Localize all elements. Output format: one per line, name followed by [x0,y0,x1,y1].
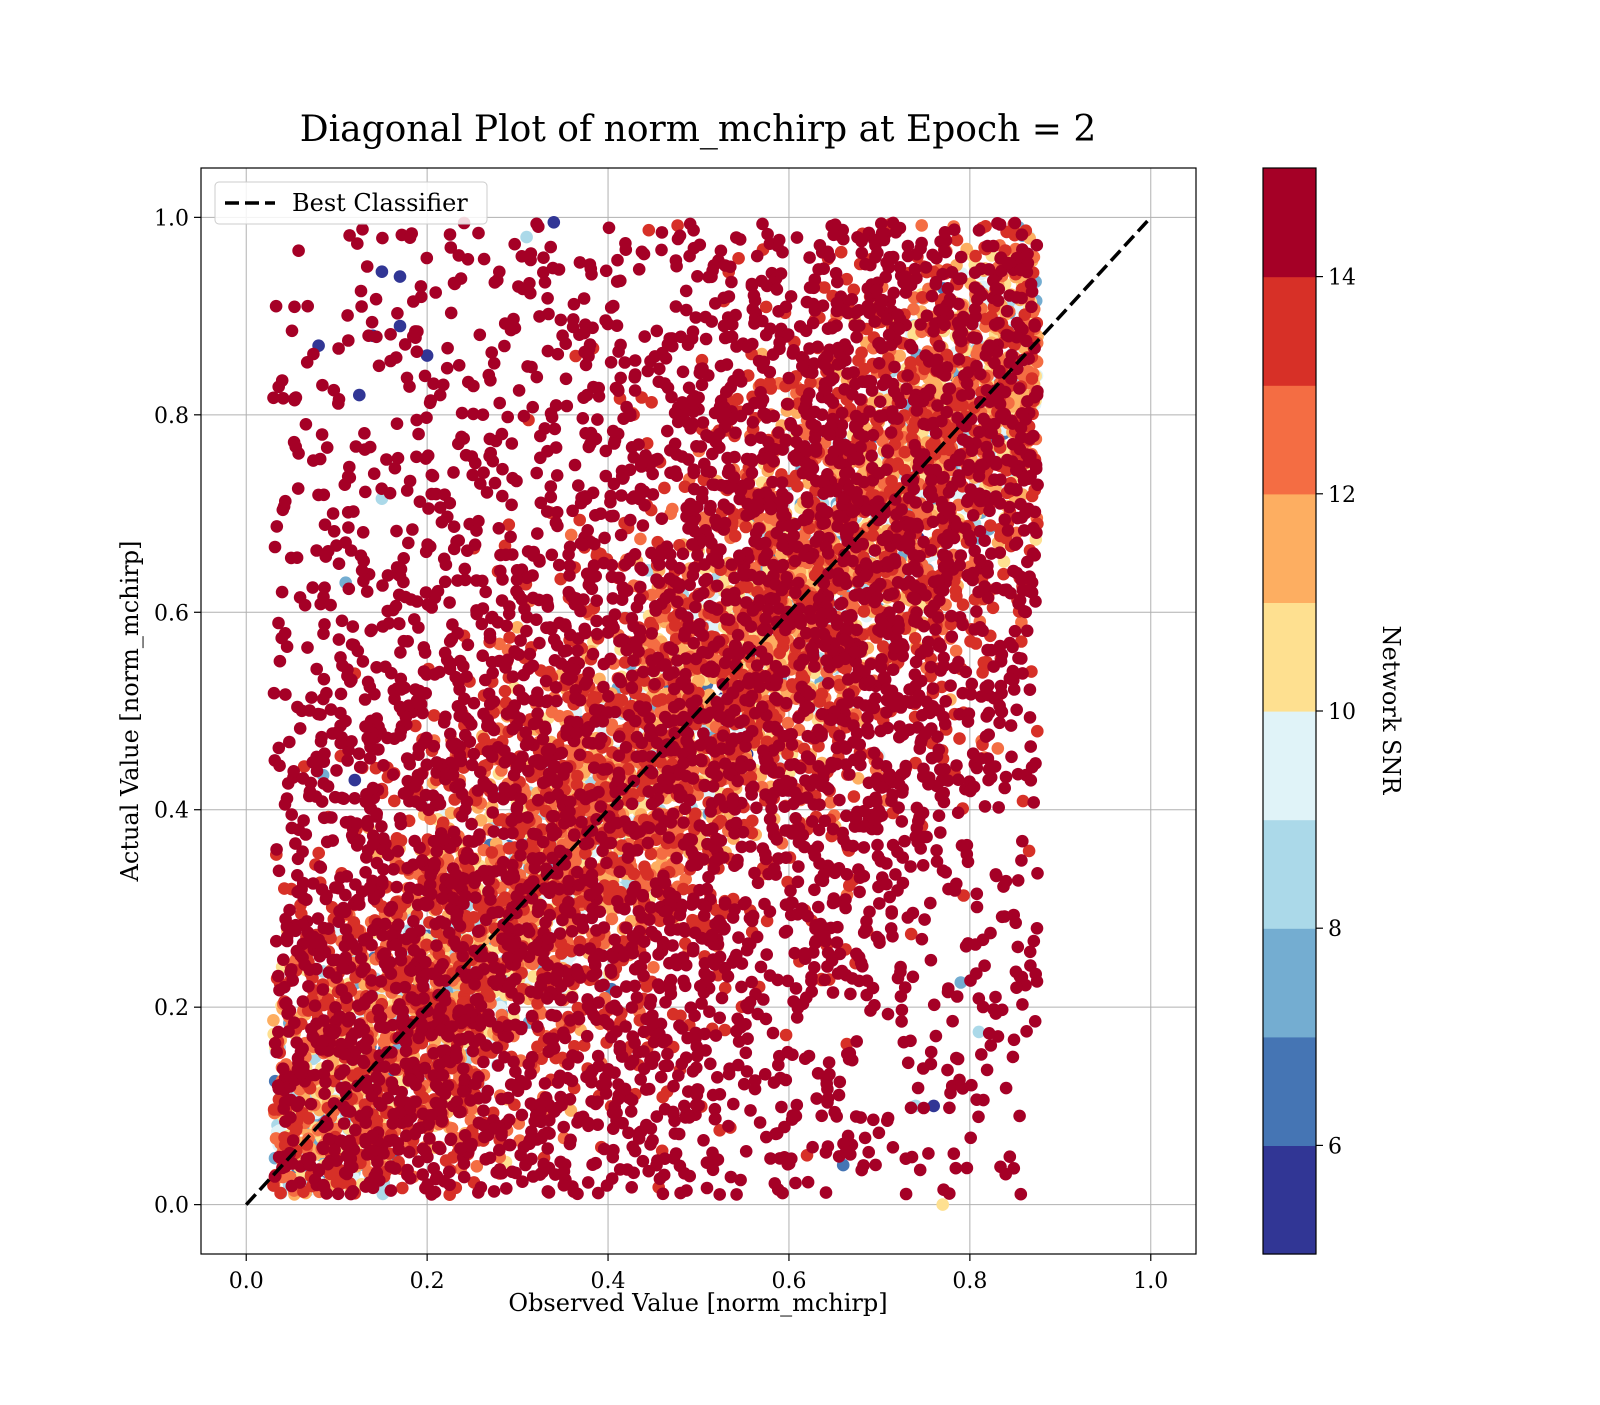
data-point [647,961,660,974]
data-point [520,231,533,244]
data-point [628,868,641,881]
data-point [396,1182,409,1195]
data-point [858,605,871,618]
data-point [486,846,499,859]
data-point [658,482,671,495]
data-point [950,645,963,658]
data-point [553,710,566,723]
chart-title: Diagonal Plot of norm_mchirp at Epoch = … [300,109,1097,150]
data-point [267,1014,280,1027]
data-point [936,1198,949,1211]
data-point [302,1112,315,1125]
data-point [634,533,647,546]
data-point [992,742,1005,755]
data-point [376,265,389,278]
data-point [548,216,561,229]
data-point [731,393,744,406]
data-point [312,847,325,860]
data-point [1031,725,1044,738]
data-point [565,529,578,542]
data-point [499,685,512,698]
data-point [915,219,928,232]
data-point [394,270,407,283]
data-point [499,891,512,904]
data-point [353,389,366,402]
data-point [503,631,516,644]
data-point [394,320,407,333]
data-point [349,774,362,787]
